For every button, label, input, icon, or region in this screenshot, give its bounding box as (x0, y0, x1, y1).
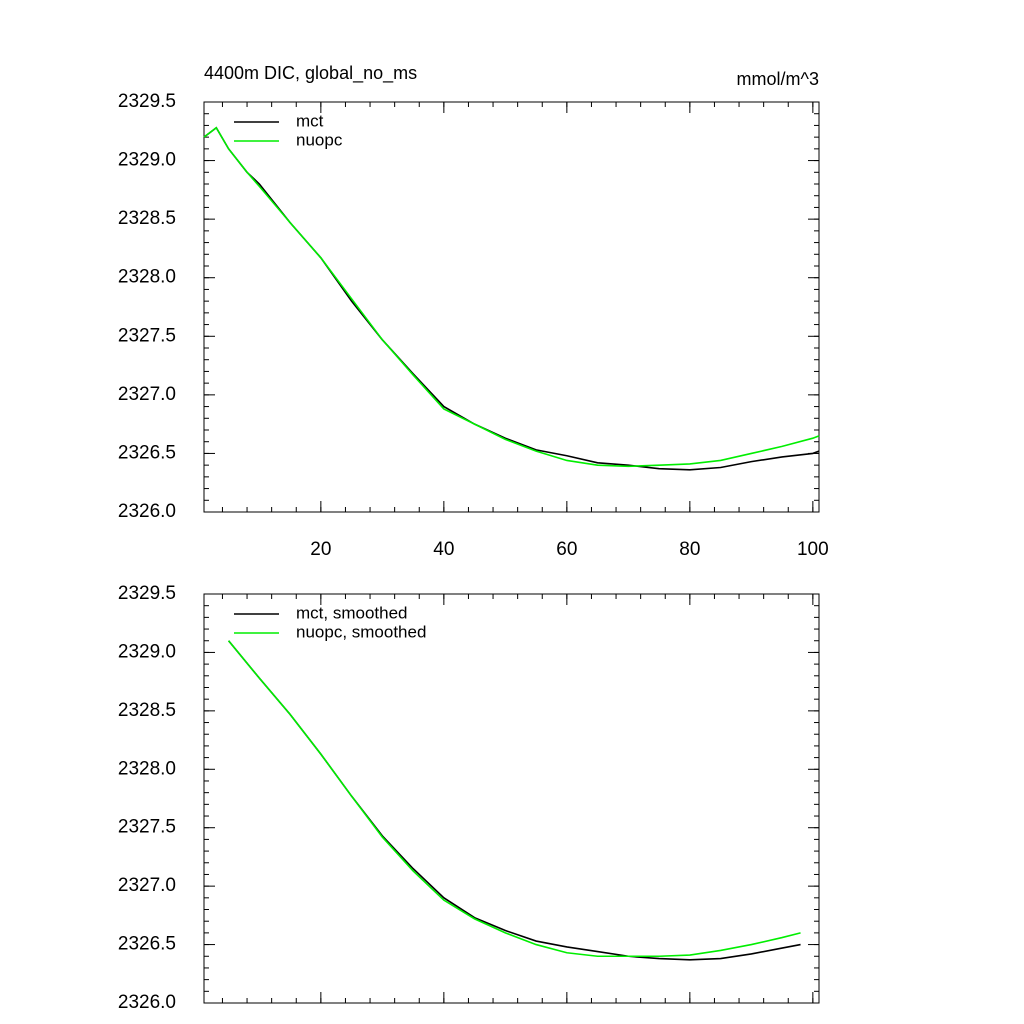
x-tick-label: 80 (679, 539, 700, 560)
series-line (227, 640, 801, 961)
series-line (227, 640, 801, 958)
y-tick-label: 2327.5 (118, 817, 176, 838)
x-tick-label: 40 (433, 539, 454, 560)
series-line (203, 126, 820, 468)
y-tick-label: 2326.0 (118, 501, 176, 522)
units-label: mmol/m^3 (737, 69, 819, 89)
y-tick-label: 2329.0 (118, 641, 176, 662)
series-line (203, 126, 820, 471)
y-tick-label: 2328.5 (118, 700, 176, 721)
y-tick-label: 2329.0 (118, 150, 176, 171)
chart-title: 4400m DIC, global_no_ms (204, 63, 417, 84)
x-tick-label: 100 (797, 539, 829, 560)
plot-frame (203, 593, 820, 1004)
y-tick-label: 2329.5 (118, 91, 176, 112)
x-tick-label: 20 (310, 539, 331, 560)
x-tick-label: 60 (556, 539, 577, 560)
y-tick-label: 2328.0 (118, 267, 176, 288)
plot-frame (203, 101, 820, 513)
y-tick-label: 2326.0 (118, 992, 176, 1013)
y-tick-label: 2329.5 (118, 583, 176, 604)
y-tick-label: 2326.5 (118, 934, 176, 955)
y-tick-label: 2328.5 (118, 208, 176, 229)
legend-label: nuopc (296, 130, 343, 149)
y-tick-label: 2327.5 (118, 325, 176, 346)
y-tick-label: 2327.0 (118, 384, 176, 405)
legend-label: mct (296, 111, 324, 130)
y-tick-label: 2327.0 (118, 875, 176, 896)
y-tick-label: 2328.0 (118, 758, 176, 779)
legend-label: mct, smoothed (296, 603, 408, 622)
y-tick-label: 2326.5 (118, 442, 176, 463)
legend-label: nuopc, smoothed (296, 622, 426, 641)
